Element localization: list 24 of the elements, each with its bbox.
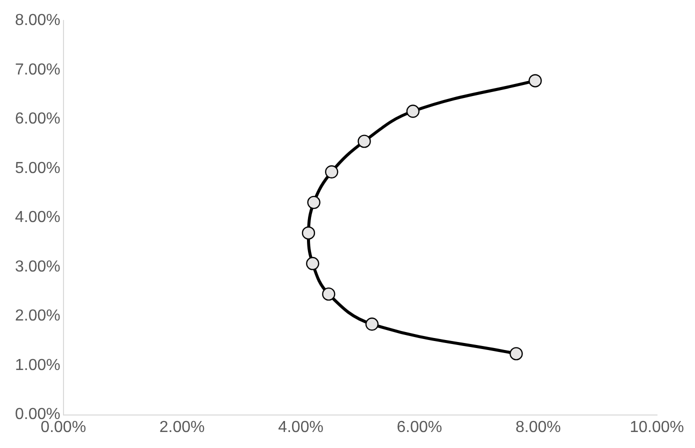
y-tick-label: 6.00%: [14, 110, 60, 128]
point: [528, 74, 542, 88]
x-tick-label: 8.00%: [515, 418, 561, 436]
point: [358, 134, 371, 148]
point: [510, 347, 523, 360]
point: [325, 165, 338, 178]
y-tick-label: 2.00%: [14, 308, 60, 325]
point: [302, 226, 316, 240]
y-tick-label: 1.00%: [14, 356, 60, 374]
point: [365, 318, 379, 331]
y-tick-label: 4.00%: [14, 209, 60, 226]
y-tick-label: 7.00%: [14, 61, 60, 78]
x-tick-label: 10.00%: [630, 418, 684, 436]
point: [406, 104, 420, 118]
point: [306, 256, 320, 270]
x-tick-label: 0.00%: [40, 418, 86, 436]
x-tick-label: 4.00%: [278, 418, 324, 436]
x-tick-label: 2.00%: [159, 418, 205, 436]
y-tick-label: 5.00%: [14, 160, 60, 177]
point: [322, 287, 336, 301]
y-tick-label: 3.00%: [14, 258, 60, 276]
y-tick-label: 8.00%: [14, 12, 60, 30]
point: [307, 196, 320, 210]
x-tick-label: 6.00%: [396, 418, 442, 436]
